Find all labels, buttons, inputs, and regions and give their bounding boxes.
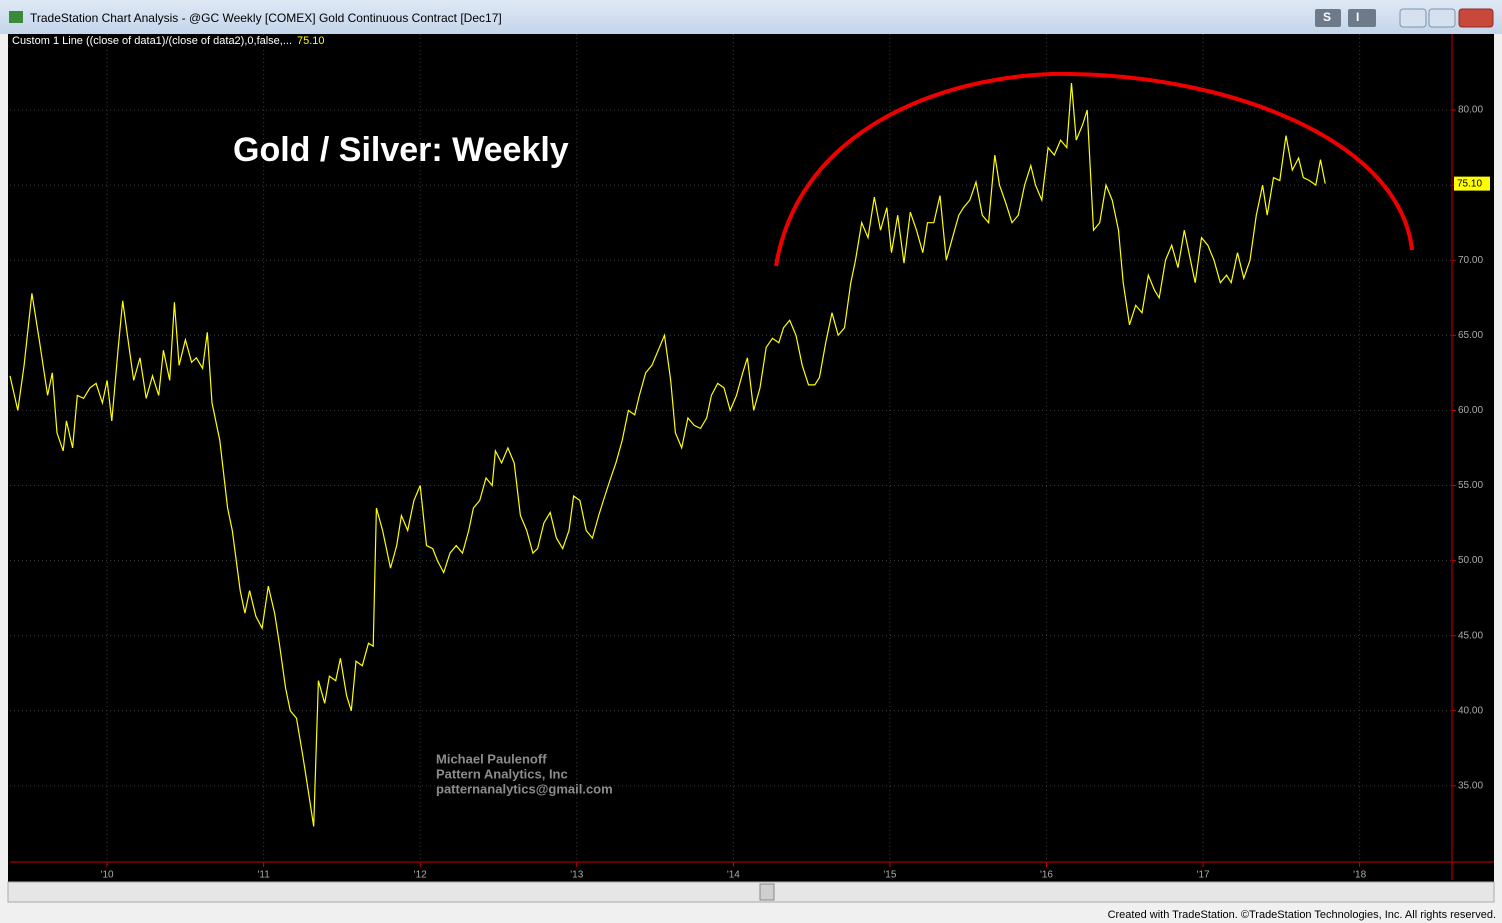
footer: Created with TradeStation. ©TradeStation… [1108, 909, 1496, 921]
minimize-button[interactable] [1399, 8, 1427, 28]
y-tick-label: 70.00 [1458, 255, 1483, 266]
app-icon [9, 11, 23, 23]
y-tick-label: 50.00 [1458, 555, 1483, 566]
watermark: Pattern Analytics, Inc [436, 766, 568, 781]
chart-title: Gold / Silver: Weekly [233, 131, 569, 169]
x-tick-label: '11 [257, 870, 270, 881]
close-button[interactable] [1458, 8, 1494, 28]
last-value-tag [1454, 176, 1490, 191]
y-tick-label: 40.00 [1458, 705, 1483, 716]
dome-annotation [774, 71, 1414, 267]
data-line [9, 82, 1326, 827]
y-tick-label: 45.00 [1458, 630, 1483, 641]
plot: 35.00 40.00 45.00 50.00 55.00 60.00 65.00 70.00… [9, 34, 1494, 881]
indicator-value: 75.10 [297, 35, 325, 47]
indicator-label: Custom 1 Line ((close of data1)/(close o… [12, 35, 292, 47]
s-button[interactable] [1315, 9, 1341, 27]
maximize-button[interactable] [1428, 8, 1456, 28]
scroll-thumb[interactable] [759, 883, 775, 901]
window-title: TradeStation Chart Analysis - @GC Weekly… [30, 11, 502, 25]
title-bar [0, 0, 1502, 34]
y-tick-label: 60.00 [1458, 405, 1483, 416]
x-tick-label: '14 [727, 870, 740, 881]
x-tick-label: '15 [883, 870, 896, 881]
chart-area [8, 34, 1494, 882]
i-button[interactable] [1348, 9, 1376, 27]
scrollbar[interactable] [7, 881, 1495, 903]
y-tick-label: 80.00 [1458, 105, 1483, 116]
y-tick-label: 55.00 [1458, 480, 1483, 491]
x-tick-label: '10 [101, 870, 114, 881]
last-value-label: 75.10 [1457, 178, 1482, 189]
x-tick-label: '13 [570, 870, 583, 881]
x-tick-label: '12 [414, 870, 427, 881]
y-tick-label: 65.00 [1458, 330, 1483, 341]
x-tick-label: '18 [1353, 870, 1366, 881]
x-tick-label: '17 [1197, 870, 1210, 881]
i-button-label[interactable]: I [1356, 10, 1359, 24]
watermark: Michael Paulenoff [436, 751, 547, 766]
y-tick-label: 35.00 [1458, 780, 1483, 791]
watermark: patternanalytics@gmail.com [436, 781, 613, 796]
x-tick-label: '16 [1040, 870, 1053, 881]
s-button-label[interactable]: S [1323, 10, 1331, 24]
